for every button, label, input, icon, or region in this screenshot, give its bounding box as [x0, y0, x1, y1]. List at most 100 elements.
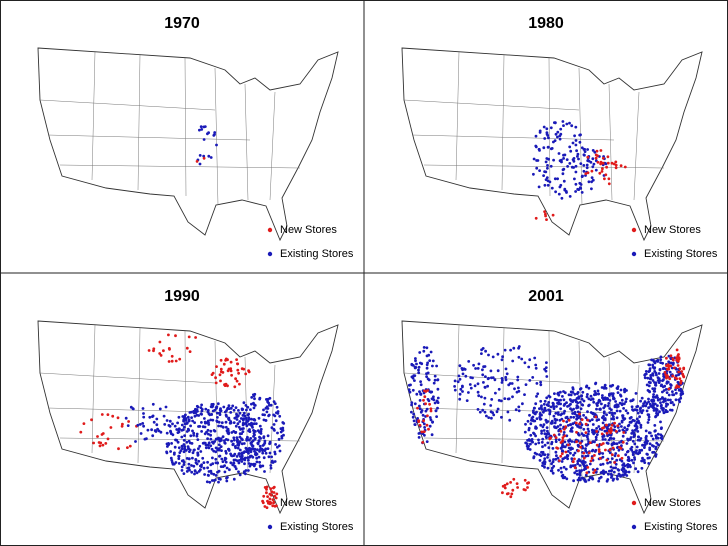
store-dot — [542, 146, 546, 150]
store-dot — [580, 439, 584, 443]
store-dot — [561, 120, 565, 123]
store-dot — [642, 458, 646, 462]
store-dot — [598, 407, 602, 411]
store-dot — [554, 419, 558, 422]
store-dot — [596, 389, 600, 393]
store-dot — [146, 428, 150, 432]
store-dot — [527, 428, 531, 432]
store-dot — [616, 474, 619, 478]
store-dot — [562, 465, 566, 469]
store-dot — [180, 423, 184, 427]
store-dot — [555, 405, 558, 408]
store-dot — [497, 387, 501, 391]
store-dot — [595, 443, 599, 447]
store-dot — [556, 425, 560, 428]
store-dot — [251, 439, 255, 443]
store-dot — [543, 465, 546, 469]
store-dot — [604, 470, 608, 474]
store-dot — [200, 403, 204, 407]
store-dot — [464, 374, 468, 378]
store-dot — [651, 379, 655, 382]
store-dot — [667, 393, 671, 397]
store-dot — [567, 440, 571, 443]
legend-dot — [631, 251, 637, 257]
store-dot — [491, 411, 494, 414]
store-dot — [663, 384, 667, 388]
store-dot — [586, 171, 590, 175]
store-dot — [417, 365, 421, 369]
store-dot — [590, 169, 594, 173]
store-dot — [453, 379, 457, 383]
store-dot — [433, 378, 437, 382]
store-dot — [629, 399, 633, 403]
store-dot — [203, 417, 206, 420]
store-dot — [242, 401, 246, 405]
store-dot — [601, 462, 605, 466]
store-dot — [199, 450, 203, 453]
store-dot — [577, 432, 580, 436]
store-dot — [410, 363, 414, 367]
store-dot — [272, 501, 275, 505]
store-dot — [177, 430, 181, 434]
store-dot — [175, 438, 179, 442]
store-dot — [190, 442, 194, 445]
store-dot — [142, 424, 146, 428]
store-dot — [606, 434, 609, 438]
store-dot — [247, 429, 251, 433]
store-dot — [549, 469, 553, 473]
store-dot — [418, 399, 422, 402]
store-dot — [554, 450, 558, 454]
store-dot — [129, 405, 133, 409]
store-dot — [255, 460, 259, 464]
store-dot — [526, 481, 529, 485]
store-dot — [649, 381, 652, 385]
store-dot — [565, 477, 569, 481]
store-dot — [573, 177, 576, 181]
store-dot — [541, 437, 545, 441]
store-dot — [572, 479, 575, 483]
store-dot — [268, 440, 272, 444]
store-dot — [261, 444, 265, 447]
store-dot — [150, 428, 154, 432]
store-dot — [158, 352, 162, 355]
store-dot — [258, 396, 262, 400]
store-dot — [574, 190, 577, 193]
store-dot — [569, 393, 573, 397]
store-dot — [208, 480, 212, 484]
store-dot — [542, 460, 546, 463]
store-dot — [548, 459, 552, 462]
store-dot — [534, 144, 538, 148]
store-dot — [575, 469, 578, 473]
store-dot — [606, 461, 609, 465]
store-dot — [591, 411, 595, 415]
store-dot — [584, 443, 588, 447]
store-dot — [648, 369, 652, 373]
store-dot — [198, 444, 202, 448]
store-dot — [572, 415, 576, 419]
store-dot — [595, 149, 599, 153]
store-dot — [527, 365, 531, 369]
store-dot — [233, 465, 237, 468]
store-dot — [645, 452, 649, 456]
store-dot — [231, 404, 235, 408]
store-dot — [567, 404, 571, 407]
store-dot — [191, 419, 195, 423]
store-dot — [565, 434, 569, 438]
store-dot — [194, 336, 198, 339]
store-dot — [190, 470, 194, 474]
store-dot — [182, 450, 186, 454]
store-dot — [546, 466, 550, 470]
store-dot — [546, 456, 549, 459]
store-dot — [278, 414, 282, 418]
store-dot — [169, 430, 173, 434]
store-dot — [601, 452, 605, 455]
store-dot — [561, 168, 565, 172]
store-dot — [597, 479, 601, 483]
store-dot — [675, 356, 678, 360]
store-dot — [410, 403, 413, 407]
store-dot — [139, 432, 143, 435]
store-dot — [647, 462, 651, 465]
store-dot — [579, 387, 583, 390]
store-dot — [483, 385, 487, 389]
store-dot — [545, 127, 549, 131]
